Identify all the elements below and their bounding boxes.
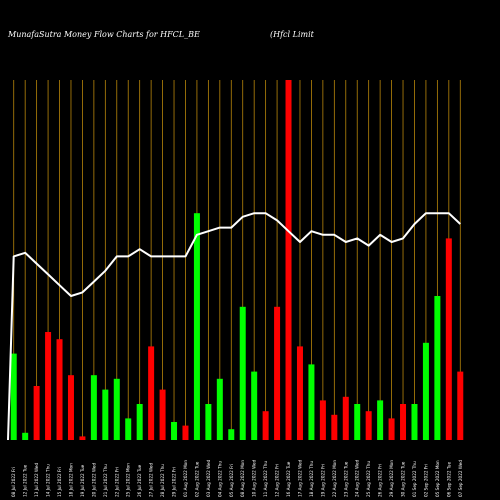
grid-layer: [13, 80, 461, 440]
money-flow-bar: [400, 404, 407, 440]
x-tick-label: 14 Jul 2022 Thu: [46, 464, 51, 497]
money-flow-bar: [274, 306, 281, 440]
x-tick-label: 13 Jul 2022 Wed: [34, 462, 39, 497]
x-tick-label: 04 Aug 2022 Thu: [217, 461, 222, 497]
x-tick-label: 17 Aug 2022 Wed: [297, 459, 302, 497]
x-tick-label: 01 Aug 2022 Mon: [183, 460, 188, 497]
x-tick-label: 08 Jul 2022 Fri: [11, 467, 16, 497]
money-flow-bar: [365, 411, 372, 440]
x-tick-label: 20 Jul 2022 Wed: [91, 462, 96, 497]
money-flow-bar: [411, 404, 418, 440]
x-tick-label: 02 Aug 2022 Tue: [194, 461, 199, 497]
x-tick-label: 18 Jul 2022 Mon: [68, 463, 73, 497]
money-flow-bar: [319, 400, 326, 440]
x-tick-label: 07 Sep 2022 Wed: [458, 460, 463, 497]
money-flow-bar: [102, 389, 109, 440]
x-tick-label: 19 Aug 2022 Fri: [320, 464, 325, 497]
money-flow-bar: [251, 371, 258, 440]
x-tick-label: 24 Aug 2022 Wed: [355, 459, 360, 497]
money-flow-bar: [354, 404, 361, 440]
x-tick-label: 06 Sep 2022 Tue: [446, 462, 451, 497]
money-flow-bar: [33, 386, 40, 440]
money-flow-bar: [445, 238, 452, 440]
x-tick-label: 22 Jul 2022 Fri: [114, 467, 119, 497]
money-flow-bar: [239, 306, 246, 440]
x-tick-label: 27 Jul 2022 Wed: [149, 462, 154, 497]
money-flow-bar: [457, 371, 464, 440]
x-tick-label: 16 Aug 2022 Tue: [286, 461, 291, 497]
x-tick-label: 29 Aug 2022 Mon: [389, 460, 394, 497]
money-flow-bar: [90, 375, 97, 440]
money-flow-bar: [159, 389, 166, 440]
price-line: [7, 212, 461, 441]
money-flow-bar: [10, 353, 17, 440]
x-tick-label: 05 Sep 2022 Mon: [435, 460, 440, 497]
line-layer: [7, 212, 461, 441]
x-tick-label: 26 Aug 2022 Fri: [378, 464, 383, 497]
money-flow-bar: [136, 404, 143, 440]
money-flow-bar: [285, 80, 292, 440]
money-flow-bar: [262, 411, 269, 440]
x-tick-label: 12 Aug 2022 Fri: [275, 464, 280, 497]
x-tick-label: 18 Aug 2022 Thu: [309, 461, 314, 497]
x-tick-label: 12 Jul 2022 Tue: [23, 464, 28, 497]
money-flow-bar: [22, 432, 29, 440]
money-flow-bar: [148, 346, 155, 440]
x-tick-label: 10 Aug 2022 Wed: [252, 459, 257, 497]
money-flow-bar: [331, 414, 338, 440]
x-tick-label: 05 Aug 2022 Fri: [229, 464, 234, 497]
money-flow-bar: [434, 296, 441, 440]
x-tick-label: 28 Jul 2022 Thu: [160, 464, 165, 497]
money-flow-bar: [342, 396, 349, 440]
money-flow-bar: [216, 378, 223, 440]
x-tick-label: 03 Aug 2022 Wed: [206, 459, 211, 497]
x-tick-label: 19 Jul 2022 Tue: [80, 464, 85, 497]
chart-title: MunafaSutra Money Flow Charts for HFCL_B…: [7, 30, 200, 39]
chart-subtitle: (Hfcl Limit: [270, 30, 315, 39]
x-tick-label: 26 Jul 2022 Tue: [137, 464, 142, 497]
money-flow-bar: [228, 429, 235, 440]
x-tick-label: 22 Aug 2022 Mon: [332, 460, 337, 497]
money-flow-bar: [308, 364, 315, 440]
money-flow-bar: [79, 436, 86, 440]
x-tick-label: 21 Jul 2022 Thu: [103, 464, 108, 497]
x-tick-label: 02 Sep 2022 Fri: [423, 464, 428, 497]
x-tick-label: 30 Aug 2022 Tue: [401, 461, 406, 497]
money-flow-bar: [45, 332, 52, 440]
money-flow-bar: [113, 378, 120, 440]
money-flow-bar: [182, 425, 189, 440]
x-tick-label: 01 Sep 2022 Thu: [412, 461, 417, 497]
money-flow-bar: [205, 404, 212, 440]
money-flow-bar: [125, 418, 132, 440]
money-flow-bar: [67, 375, 74, 440]
tick-layer: 08 Jul 2022 Fri 12 Jul 2022 Tue 13 Jul 202…: [11, 459, 463, 497]
money-flow-bar: [296, 346, 303, 440]
x-tick-label: 23 Aug 2022 Tue: [343, 461, 348, 497]
x-tick-label: 25 Aug 2022 Thu: [366, 461, 371, 497]
money-flow-bar: [422, 342, 429, 440]
money-flow-bar: [56, 339, 63, 440]
x-tick-label: 11 Aug 2022 Thu: [263, 461, 268, 497]
x-tick-label: 08 Aug 2022 Mon: [240, 460, 245, 497]
money-flow-bar: [171, 422, 178, 440]
money-flow-bar: [377, 400, 384, 440]
money-flow-bar: [388, 418, 395, 440]
x-tick-label: 25 Jul 2022 Mon: [126, 463, 131, 497]
money-flow-bar: [193, 213, 200, 440]
bar-layer: [10, 80, 464, 440]
x-tick-label: 29 Jul 2022 Fri: [172, 467, 177, 497]
x-tick-label: 15 Jul 2022 Fri: [57, 467, 62, 497]
